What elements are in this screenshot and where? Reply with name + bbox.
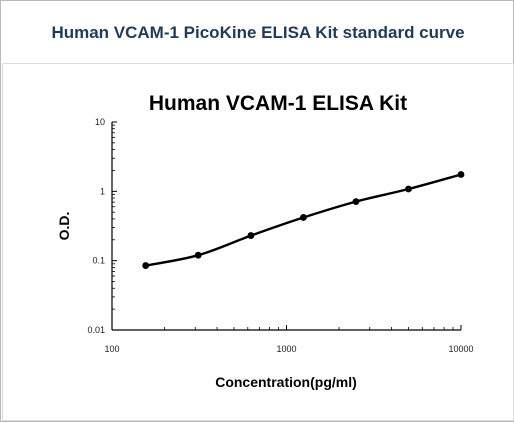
y-tick-label: 10 xyxy=(95,117,105,127)
chart-title: Human VCAM-1 ELISA Kit xyxy=(149,92,407,115)
data-point xyxy=(142,262,150,269)
x-ticks-group: 100 1000 10000 xyxy=(104,325,474,354)
figure-header: Human VCAM-1 PicoKine ELISA Kit standard… xyxy=(51,23,465,42)
data-point xyxy=(247,232,255,239)
x-tick-label: 10000 xyxy=(448,344,473,354)
data-point xyxy=(300,214,307,221)
x-tick-label: 1000 xyxy=(276,344,296,354)
data-points-group xyxy=(142,171,465,269)
x-axis-label: Concentration(pg/ml) xyxy=(215,374,357,390)
x-tick-label: 100 xyxy=(104,344,119,354)
y-tick-label: 1 xyxy=(100,186,105,196)
y-tick-label: 0.1 xyxy=(92,256,105,266)
data-point xyxy=(457,171,465,178)
data-point xyxy=(194,251,202,259)
y-axis-label: O.D. xyxy=(56,212,72,241)
y-tick-label: 0.01 xyxy=(87,325,105,335)
data-point xyxy=(405,185,412,193)
data-point xyxy=(352,198,360,206)
y-ticks-group: 0.01 0.1 1 10 xyxy=(87,117,117,335)
